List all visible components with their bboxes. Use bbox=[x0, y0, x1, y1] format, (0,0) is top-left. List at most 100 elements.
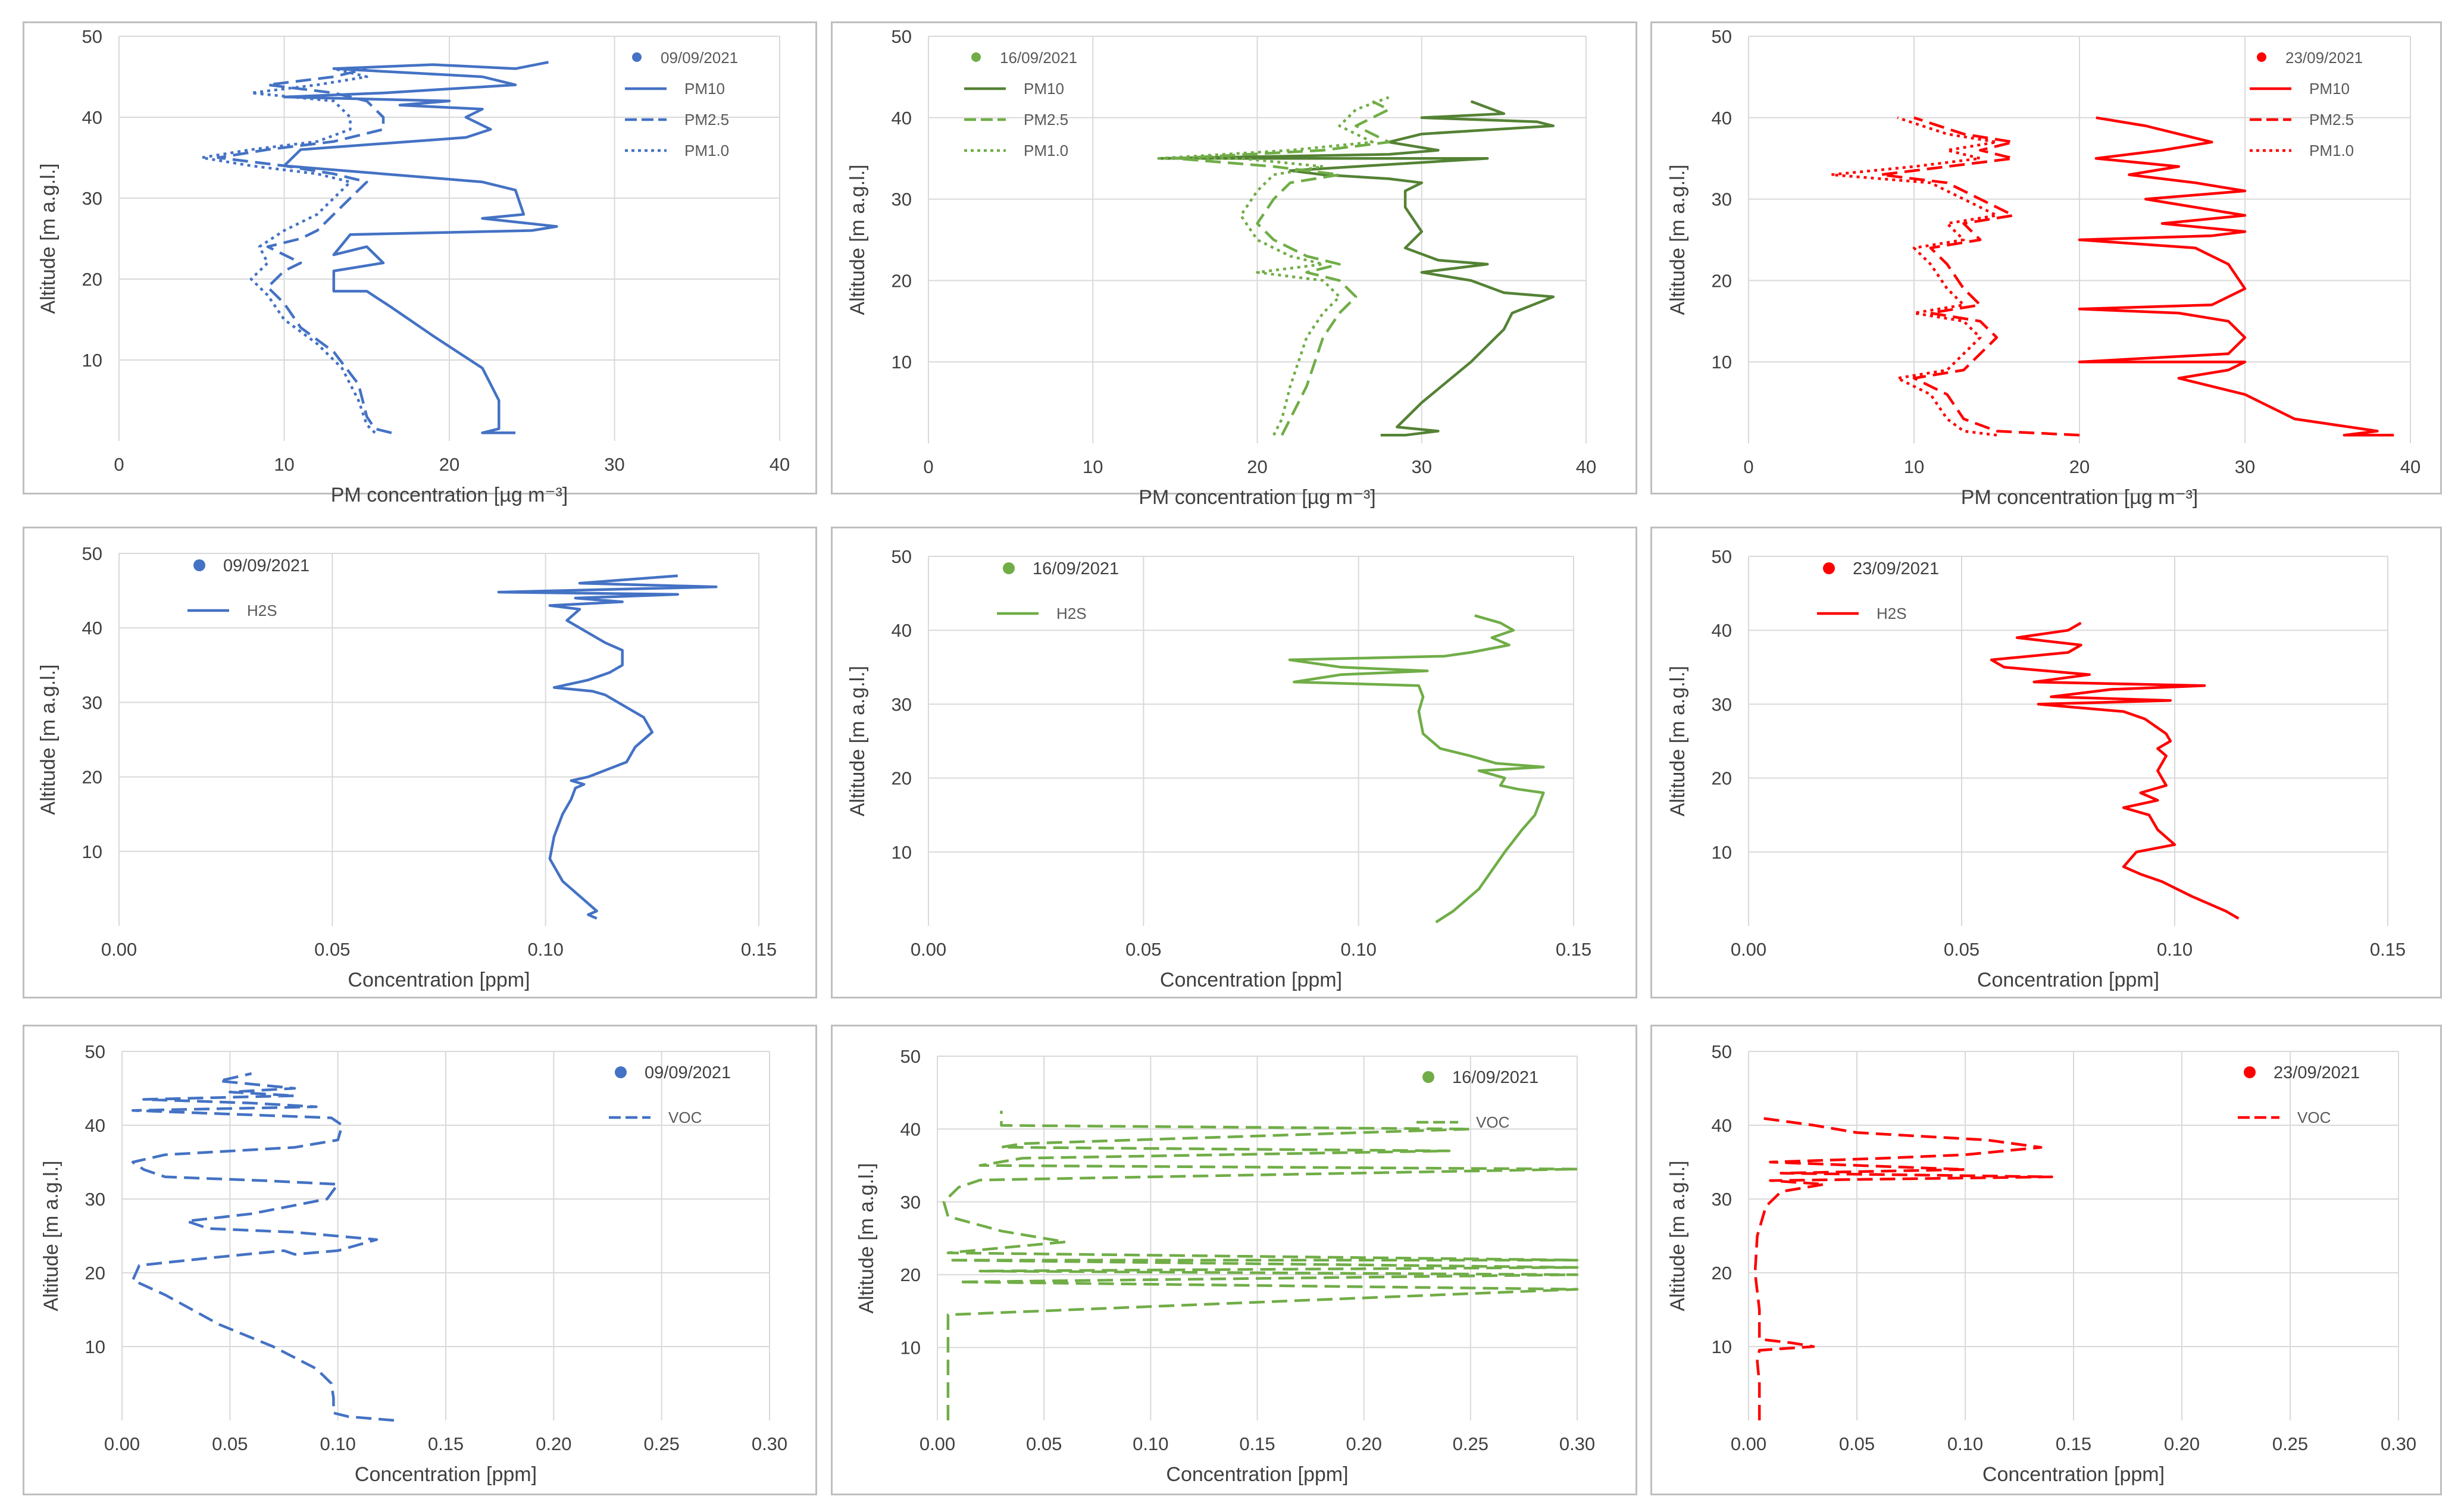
x-tick-label: 0 bbox=[1743, 456, 1753, 477]
y-tick-label: 40 bbox=[82, 107, 102, 128]
y-axis-label: Altitude [m a.g.l.] bbox=[846, 666, 869, 816]
y-tick-label: 50 bbox=[900, 1046, 921, 1067]
x-tick-label: 0.00 bbox=[104, 1433, 140, 1454]
x-tick-label: 0.25 bbox=[643, 1433, 679, 1454]
x-tick-label: 0.25 bbox=[1453, 1433, 1488, 1454]
series-line-pm10 bbox=[283, 61, 558, 434]
y-tick-label: 40 bbox=[1712, 1115, 1732, 1136]
legend-date: 16/09/2021 bbox=[1033, 559, 1119, 578]
series-line-voc bbox=[1753, 1116, 2053, 1420]
x-tick-label: 0.00 bbox=[920, 1433, 955, 1454]
x-tick-label: 0.00 bbox=[1731, 939, 1766, 960]
y-axis-label: Altitude [m a.g.l.] bbox=[1666, 164, 1689, 315]
legend-label: VOC bbox=[2297, 1109, 2331, 1126]
y-tick-label: 10 bbox=[1712, 352, 1732, 372]
x-axis-label: Concentration [ppm] bbox=[1160, 969, 1342, 991]
legend-marker bbox=[1823, 562, 1835, 574]
y-tick-label: 10 bbox=[900, 1338, 921, 1358]
y-tick-label: 20 bbox=[82, 767, 102, 788]
series-line-pm10 bbox=[1157, 96, 1390, 436]
x-tick-label: 0.05 bbox=[1944, 939, 1979, 960]
x-tick-label: 0.20 bbox=[1346, 1433, 1381, 1454]
x-axis-label: Concentration [ppm] bbox=[355, 1463, 537, 1486]
series-line-h2s bbox=[1288, 614, 1545, 924]
legend-marker bbox=[193, 559, 205, 571]
y-tick-label: 10 bbox=[892, 352, 912, 372]
y-tick-label: 50 bbox=[82, 26, 102, 47]
y-axis-label: Altitude [m a.g.l.] bbox=[1666, 666, 1689, 816]
x-tick-label: 0.00 bbox=[101, 939, 137, 960]
legend-label: PM1.0 bbox=[684, 142, 729, 159]
y-axis-label: Altitude [m a.g.l.] bbox=[37, 664, 60, 815]
x-axis-label: Concentration [ppm] bbox=[1166, 1463, 1348, 1486]
x-axis-label: Concentration [ppm] bbox=[1982, 1463, 2165, 1486]
x-tick-label: 10 bbox=[274, 454, 294, 475]
x-tick-label: 0.05 bbox=[1026, 1433, 1062, 1454]
legend-marker bbox=[2257, 52, 2266, 62]
legend-label: VOC bbox=[1476, 1113, 1509, 1131]
x-tick-label: 0.30 bbox=[1559, 1433, 1595, 1454]
x-tick-label: 0.10 bbox=[2157, 939, 2193, 960]
legend-date: 09/09/2021 bbox=[661, 49, 738, 67]
legend-label: H2S bbox=[1877, 605, 1907, 622]
y-tick-label: 50 bbox=[1712, 1041, 1732, 1062]
y-tick-label: 40 bbox=[1712, 108, 1732, 129]
x-tick-label: 0.00 bbox=[1731, 1433, 1766, 1454]
legend-date: 23/09/2021 bbox=[1853, 559, 1939, 578]
series-line-pm25 bbox=[1880, 116, 2080, 437]
x-tick-label: 0.15 bbox=[2056, 1433, 2091, 1454]
legend-label: PM10 bbox=[684, 80, 725, 98]
x-tick-label: 0.30 bbox=[2381, 1433, 2416, 1454]
legend-label: PM2.5 bbox=[1024, 111, 1068, 129]
y-tick-label: 10 bbox=[85, 1336, 105, 1357]
x-tick-label: 0 bbox=[114, 454, 124, 475]
y-tick-label: 30 bbox=[82, 692, 102, 713]
x-tick-label: 20 bbox=[1247, 456, 1267, 477]
legend-label: PM10 bbox=[2309, 80, 2350, 98]
chart-panel: 0.00 0.05 0.10 0.15 10 20 30 40 50 Concentration … bbox=[23, 527, 817, 998]
legend-date: 16/09/2021 bbox=[1000, 49, 1077, 67]
chart-panel: 0 10 20 30 40 10 20 30 40 50 PM concentration [µg … bbox=[831, 21, 1637, 509]
x-tick-label: 0.10 bbox=[1340, 939, 1376, 960]
y-tick-label: 40 bbox=[892, 108, 912, 129]
y-tick-label: 30 bbox=[892, 694, 912, 715]
y-tick-label: 30 bbox=[1712, 1189, 1732, 1210]
legend-marker bbox=[632, 52, 642, 62]
y-axis-label: Altitude [m a.g.l.] bbox=[855, 1163, 878, 1313]
x-tick-label: 0.15 bbox=[1239, 1433, 1275, 1454]
y-tick-label: 20 bbox=[1712, 270, 1732, 291]
y-tick-label: 30 bbox=[85, 1189, 105, 1210]
chart-panel: 0.00 0.05 0.10 0.15 0.20 0.25 0.30 10 20 30 40 50 Co… bbox=[831, 1025, 1637, 1495]
legend-date: 16/09/2021 bbox=[1452, 1068, 1538, 1087]
legend-date: 09/09/2021 bbox=[223, 556, 309, 575]
legend-marker bbox=[971, 52, 981, 62]
legend-label: PM1.0 bbox=[1024, 142, 1068, 159]
y-tick-label: 30 bbox=[892, 189, 912, 210]
x-tick-label: 0.15 bbox=[741, 939, 777, 960]
x-tick-label: 30 bbox=[1412, 456, 1432, 477]
y-tick-label: 40 bbox=[900, 1119, 921, 1140]
y-tick-label: 10 bbox=[892, 842, 912, 863]
x-tick-label: 40 bbox=[1576, 456, 1596, 477]
x-tick-label: 0.10 bbox=[1133, 1433, 1168, 1454]
chart-panel: 0.00 0.05 0.10 0.15 10 20 30 40 50 Concentration … bbox=[1650, 527, 2442, 998]
series-line-h2s bbox=[497, 574, 718, 920]
y-tick-label: 10 bbox=[1712, 842, 1732, 863]
x-tick-label: 0.30 bbox=[752, 1433, 787, 1454]
series-line-pm25 bbox=[217, 67, 392, 434]
y-tick-label: 20 bbox=[892, 768, 912, 789]
legend-date: 23/09/2021 bbox=[2274, 1063, 2360, 1082]
y-tick-label: 40 bbox=[892, 620, 912, 641]
legend-label: PM1.0 bbox=[2309, 142, 2354, 159]
legend-date: 09/09/2021 bbox=[645, 1063, 731, 1082]
y-tick-label: 40 bbox=[1712, 620, 1732, 641]
series-line-pm10 bbox=[1157, 100, 1555, 437]
y-axis-label: Altitude [m a.g.l.] bbox=[1666, 1160, 1689, 1311]
legend-label: PM2.5 bbox=[2309, 111, 2354, 129]
x-tick-label: 0 bbox=[923, 456, 933, 477]
